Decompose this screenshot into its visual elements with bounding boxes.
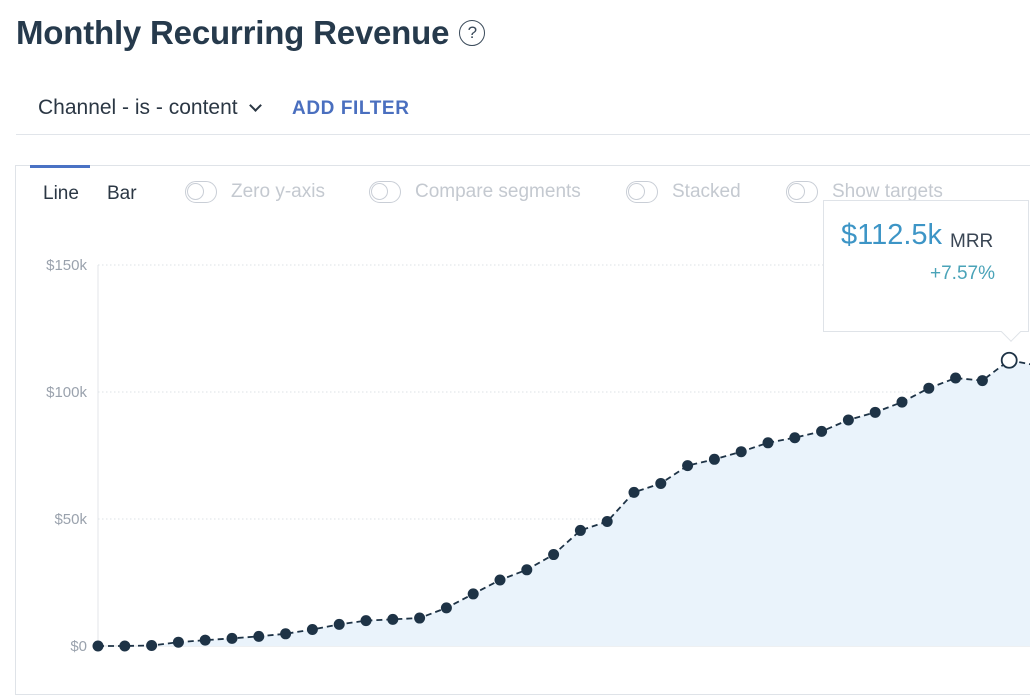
data-point — [655, 477, 667, 489]
tab-bar[interactable]: Bar — [107, 183, 137, 204]
toggle-show-targets[interactable]: Show targets — [786, 181, 943, 203]
y-tick-label: $0 — [70, 638, 87, 655]
tooltip-value: $112.5k — [841, 219, 943, 251]
data-point — [440, 602, 452, 614]
toggle-compare-segments[interactable]: Compare segments — [369, 181, 581, 203]
data-point — [682, 460, 694, 472]
add-filter-button[interactable]: ADD FILTER — [292, 98, 410, 119]
y-tick-label: $150k — [46, 257, 87, 274]
data-point — [923, 382, 935, 394]
series-area — [98, 360, 1030, 646]
data-point — [789, 432, 801, 444]
data-point — [816, 425, 828, 437]
channel-filter-dropdown[interactable]: Channel - is - content — [38, 96, 262, 120]
y-tick-label: $50k — [54, 511, 87, 528]
tooltip-unit: MRR — [950, 231, 994, 252]
tab-line[interactable]: Line — [43, 183, 79, 204]
data-point — [708, 453, 720, 465]
tooltip-change: +7.57% — [930, 263, 995, 284]
data-point — [306, 623, 318, 635]
data-point — [253, 630, 265, 642]
data-point — [628, 486, 640, 498]
active-tab-indicator — [30, 165, 90, 168]
data-point — [146, 639, 158, 651]
chart-tooltip: $112.5k MRR +7.57% — [823, 200, 1029, 342]
data-point — [735, 446, 747, 458]
toggle-switch[interactable] — [185, 181, 217, 203]
toggle-label: Show targets — [832, 181, 943, 202]
data-point — [467, 588, 479, 600]
filter-chip-label: Channel - is - content — [38, 96, 238, 119]
data-point — [387, 613, 399, 625]
data-point — [360, 615, 372, 627]
data-point — [521, 564, 533, 576]
question-circle-icon[interactable]: ? — [459, 20, 486, 46]
data-point — [869, 406, 881, 418]
mrr-line-chart: $0 $50k $100k $150k — [46, 257, 1030, 655]
y-tick-label: $100k — [46, 384, 87, 401]
data-point — [896, 396, 908, 408]
filter-bar: Channel - is - content ADD FILTER — [16, 88, 1030, 135]
data-point — [119, 640, 131, 652]
toggle-switch[interactable] — [786, 181, 818, 203]
data-point — [280, 628, 292, 640]
toggle-switch[interactable] — [369, 181, 401, 203]
data-point — [842, 414, 854, 426]
data-point — [414, 612, 426, 624]
toggle-stacked[interactable]: Stacked — [626, 181, 741, 203]
data-point — [574, 524, 586, 536]
toggle-switch[interactable] — [626, 181, 658, 203]
page-title-text: Monthly Recurring Revenue — [16, 14, 450, 51]
data-point — [976, 375, 988, 387]
data-point — [494, 574, 506, 586]
data-point — [950, 372, 962, 384]
data-point — [226, 632, 238, 644]
data-point — [601, 516, 613, 528]
toggle-zero-y-axis[interactable]: Zero y-axis — [185, 181, 325, 203]
page-title: Monthly Recurring Revenue ? — [16, 14, 486, 52]
data-point — [548, 549, 560, 561]
data-point — [199, 634, 211, 646]
data-point-highlighted — [1000, 351, 1018, 369]
data-point — [762, 437, 774, 449]
toggle-label: Stacked — [672, 181, 741, 202]
data-point — [172, 636, 184, 648]
toggle-label: Zero y-axis — [231, 181, 325, 202]
data-point — [92, 640, 104, 652]
data-point — [333, 618, 345, 630]
toggle-label: Compare segments — [415, 181, 581, 202]
